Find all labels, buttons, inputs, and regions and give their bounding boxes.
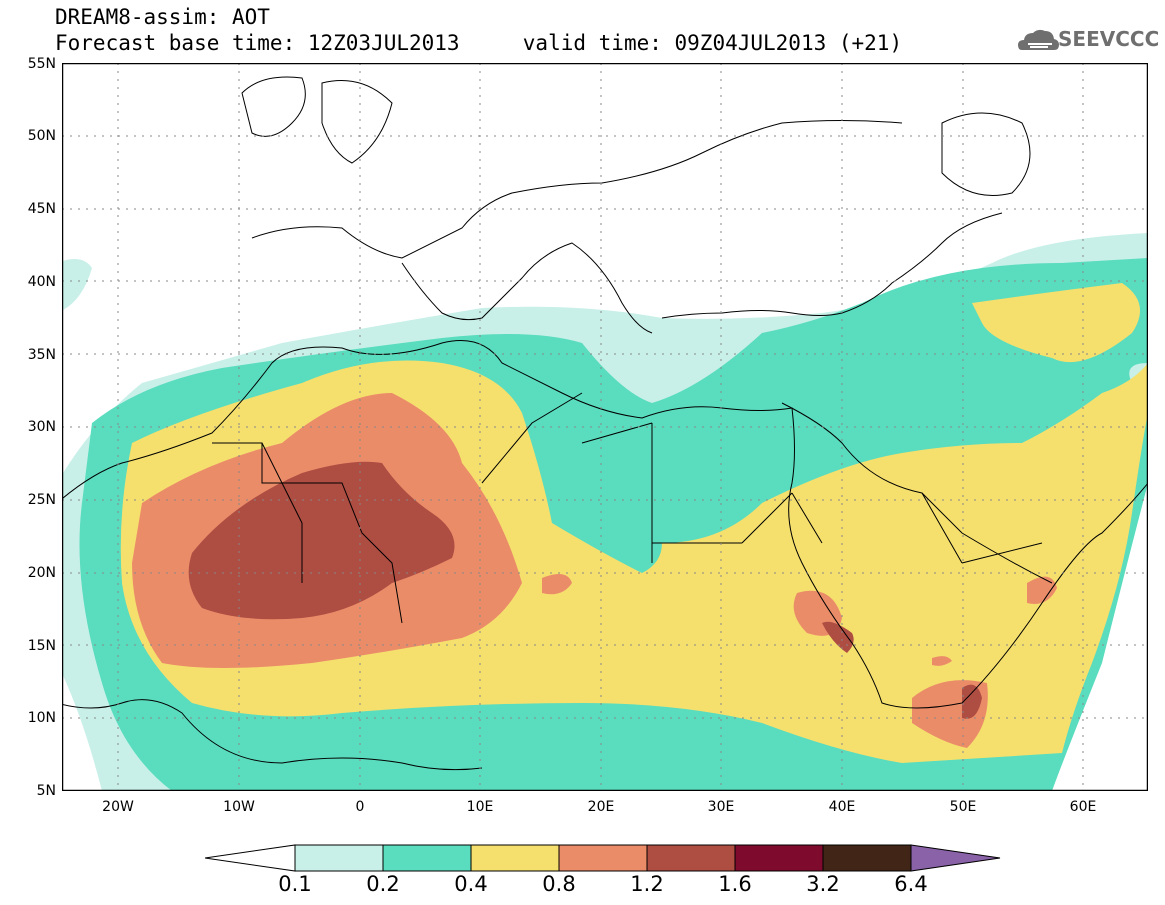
lon-label-10w: 10W [223,799,255,815]
aot-colorbar [205,844,1001,872]
cloud-icon [1018,29,1059,50]
lon-label-20e: 20E [587,799,615,815]
lat-label-50n: 50N [27,128,56,144]
map-title: DREAM8-assim: AOT [55,5,270,29]
aot-map [62,63,1148,791]
colorbar-over-arrow [910,844,1001,872]
colorbar-label-1: 0.2 [366,872,400,896]
lat-label-20n: 20N [27,565,56,581]
colorbar-bin-0 [294,844,384,872]
colorbar-label-3: 0.8 [542,872,576,896]
colorbar-label-2: 0.4 [454,872,488,896]
lon-label-10e: 10E [466,799,494,815]
lon-label-50e: 50E [949,799,977,815]
lat-label-10n: 10N [27,710,56,726]
colorbar-bin-1 [382,844,472,872]
colorbar-label-7: 6.4 [894,872,928,896]
lat-label-40n: 40N [27,274,56,290]
brand-logo-text: SEEVCCC [1058,27,1160,51]
graticule [62,63,1148,791]
map-border [62,63,1148,791]
aot-contours [62,233,1148,791]
colorbar-bin-5 [734,844,824,872]
lat-label-25n: 25N [27,492,56,508]
lat-label-45n: 45N [27,201,56,217]
lon-label-40e: 40E [828,799,856,815]
colorbar-label-5: 1.6 [718,872,752,896]
colorbar-bin-2 [470,844,560,872]
lon-label-60e: 60E [1069,799,1097,815]
lat-label-5n: 5N [36,783,56,799]
lat-label-55n: 55N [27,56,56,72]
colorbar-label-4: 1.2 [630,872,664,896]
lat-label-15n: 15N [27,638,56,654]
lat-label-30n: 30N [27,419,56,435]
colorbar-label-6: 3.2 [806,872,840,896]
lon-label-0: 0 [355,799,365,815]
lon-label-30e: 30E [707,799,735,815]
colorbar-bin-3 [558,844,648,872]
lon-label-20w: 20W [102,799,134,815]
colorbar-bin-4 [646,844,736,872]
colorbar-under-arrow [205,844,296,872]
lat-label-35n: 35N [27,347,56,363]
colorbar-label-0: 0.1 [278,872,312,896]
forecast-time-line: Forecast base time: 12Z03JUL2013 valid t… [55,31,903,55]
colorbar-bin-6 [822,844,912,872]
